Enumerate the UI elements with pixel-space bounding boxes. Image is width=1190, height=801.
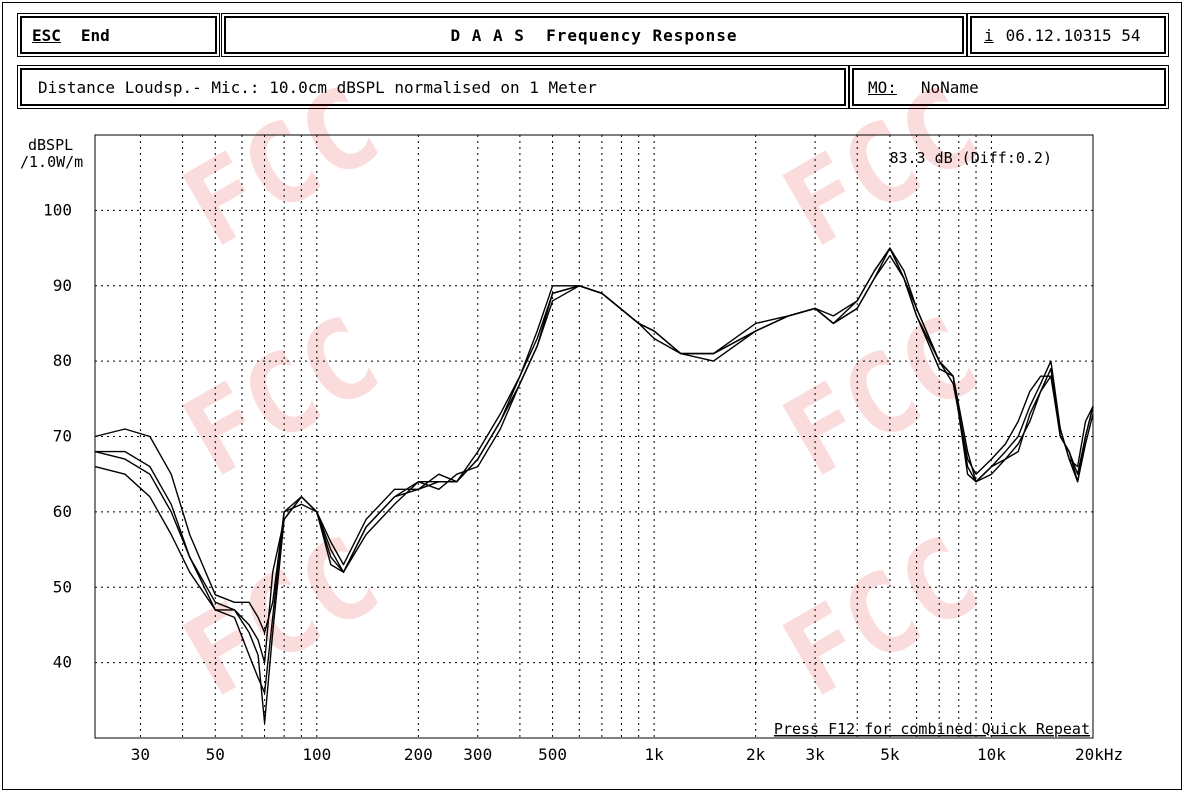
end-button[interactable]: End — [80, 25, 110, 45]
info-icon[interactable]: i — [984, 25, 994, 45]
x-tick-label: 30 — [131, 745, 150, 764]
x-tick-label: 5k — [880, 745, 900, 764]
y-tick-labels: 100 90 80 70 60 50 40 — [43, 200, 72, 671]
footer-note: Press F12 for combined Quick Repeat — [774, 720, 1090, 738]
distance-text: Distance Loudsp.- Mic.: 10.0cm dBSPL nor… — [38, 77, 597, 97]
mo-label[interactable]: MO: — [868, 77, 897, 97]
series-group — [94, 247, 1094, 724]
watermark-stamp: FCC — [763, 62, 999, 272]
x-tick-label: 20kHz — [1075, 745, 1123, 764]
y-tick-label: 80 — [53, 351, 72, 370]
esc-button[interactable]: ESC — [32, 25, 61, 45]
screen-frame — [2, 2, 1182, 790]
x-tick-label: 300 — [463, 745, 492, 764]
watermark-stamp: FCC — [163, 292, 399, 502]
y-tick-label: 50 — [53, 577, 72, 596]
y-tick-label: 100 — [43, 200, 72, 219]
y-tick-label: 90 — [53, 276, 72, 295]
info-text: 06.12.10315 54 — [1005, 25, 1141, 45]
x-tick-label: 500 — [538, 745, 567, 764]
x-tick-label: 200 — [404, 745, 433, 764]
x-tick-label: 10k — [977, 745, 1006, 764]
title-box: D A A S Frequency Response — [221, 13, 967, 57]
y-axis-label: dBSPL — [28, 136, 73, 154]
info-box: i 06.12.10315 54 — [967, 13, 1169, 57]
level-annotation: 83.3 dB (Diff:0.2) — [889, 149, 1052, 167]
x-tick-label: 50 — [206, 745, 225, 764]
page-title: D A A S Frequency Response — [450, 25, 738, 45]
x-tick-label: 100 — [302, 745, 331, 764]
esc-end-box: ESC End — [17, 13, 220, 57]
y-tick-label: 70 — [53, 427, 72, 446]
y-axis-unit: /1.0W/m — [20, 153, 83, 171]
mo-value: NoName — [920, 77, 979, 97]
x-tick-labels: 30 50 100 200 300 500 1k 2k 3k 5k 10k 20kHz — [131, 745, 1123, 764]
y-tick-label: 60 — [53, 502, 72, 521]
watermark-stamp: FCC — [763, 292, 999, 502]
y-tick-label: 40 — [53, 653, 72, 672]
series-line-4 — [94, 247, 1094, 724]
distance-box: Distance Loudsp.- Mic.: 10.0cm dBSPL nor… — [17, 65, 849, 109]
watermark-stamp: FCC — [763, 512, 999, 722]
x-tick-label: 3k — [805, 745, 825, 764]
x-tick-label: 2k — [746, 745, 766, 764]
x-tick-label: 1k — [645, 745, 665, 764]
mo-box: MO: NoName — [849, 65, 1169, 109]
chart-grid — [95, 135, 1093, 738]
watermark-stamp: FCC — [163, 62, 399, 272]
